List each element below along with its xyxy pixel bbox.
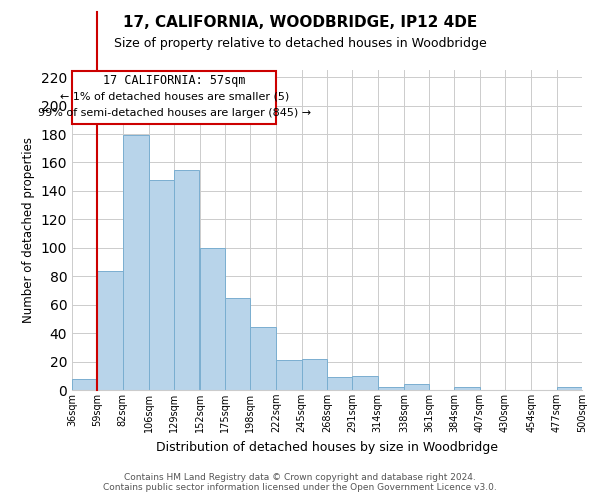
Bar (72, 378, 97, 390)
Text: 17, CALIFORNIA, WOODBRIDGE, IP12 4DE: 17, CALIFORNIA, WOODBRIDGE, IP12 4DE (123, 15, 477, 30)
Bar (404, 384, 429, 390)
Bar (174, 170, 199, 390)
Text: 17 CALIFORNIA: 57sqm: 17 CALIFORNIA: 57sqm (103, 74, 245, 88)
Bar (455, 387, 480, 390)
Text: Contains HM Land Registry data © Crown copyright and database right 2024.
Contai: Contains HM Land Registry data © Crown c… (103, 473, 497, 492)
Bar (122, 136, 149, 390)
Bar (199, 248, 225, 390)
Bar (302, 358, 327, 390)
Bar (352, 376, 377, 390)
Bar (149, 180, 174, 390)
Bar (225, 298, 250, 390)
Y-axis label: Number of detached properties: Number of detached properties (22, 137, 35, 323)
Bar (557, 387, 582, 390)
Bar (327, 377, 352, 390)
X-axis label: Distribution of detached houses by size in Woodbridge: Distribution of detached houses by size … (156, 440, 498, 454)
Bar (250, 328, 277, 390)
Text: ← 1% of detached houses are smaller (5): ← 1% of detached houses are smaller (5) (59, 92, 289, 102)
Text: Size of property relative to detached houses in Woodbridge: Size of property relative to detached ho… (113, 38, 487, 51)
Bar (277, 360, 302, 390)
Bar (377, 387, 404, 390)
FancyBboxPatch shape (72, 72, 277, 124)
Text: 99% of semi-detached houses are larger (845) →: 99% of semi-detached houses are larger (… (38, 108, 311, 118)
Bar (97, 270, 122, 390)
